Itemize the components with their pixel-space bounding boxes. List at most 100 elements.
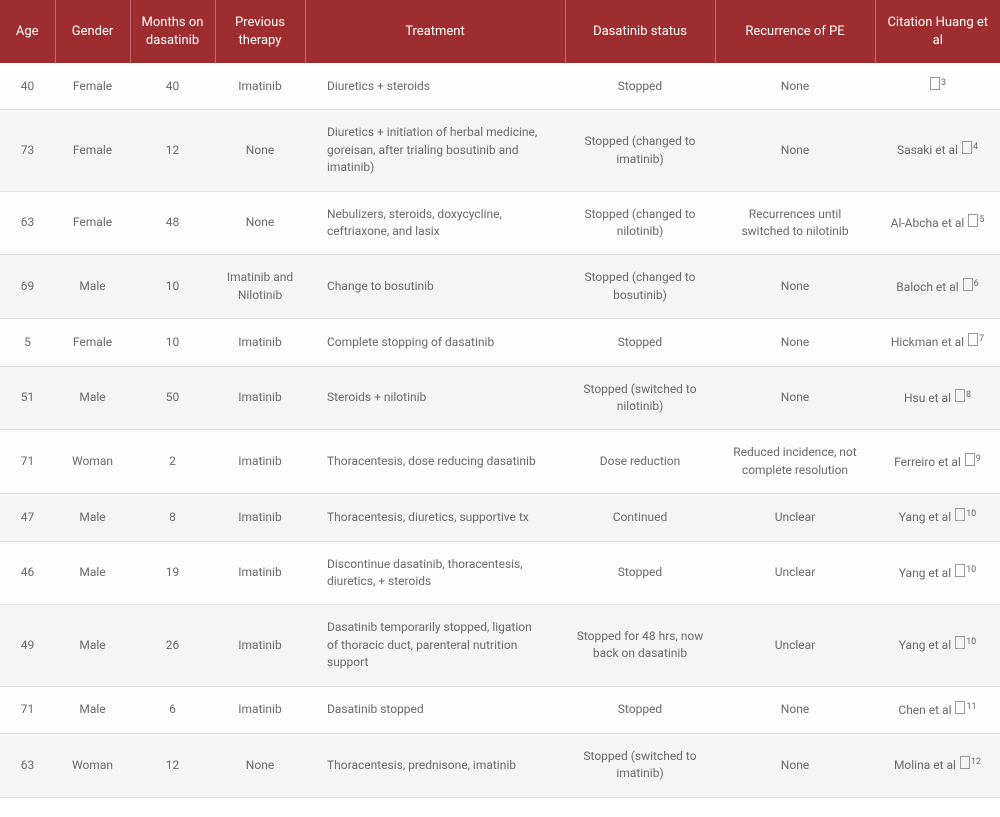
citation-ref-number: 7 bbox=[979, 334, 984, 344]
cell-months: 8 bbox=[130, 494, 215, 541]
cell-prev-therapy: Imatinib bbox=[215, 63, 305, 110]
citation-author: Baloch et al bbox=[896, 280, 961, 294]
cell-recurrence: None bbox=[715, 63, 875, 110]
cell-gender: Male bbox=[55, 366, 130, 430]
cell-months: 26 bbox=[130, 605, 215, 686]
cell-citation: Baloch et al 6 bbox=[875, 255, 1000, 319]
cell-status: Dose reduction bbox=[565, 430, 715, 494]
cell-status: Continued bbox=[565, 494, 715, 541]
col-header-recurrence: Recurrence of PE bbox=[715, 0, 875, 63]
cell-treatment: Complete stopping of dasatinib bbox=[305, 319, 565, 366]
citation-author: Ferreiro et al bbox=[894, 455, 964, 469]
cell-recurrence: None bbox=[715, 686, 875, 733]
cell-treatment: Nebulizers, steroids, doxycycline, ceftr… bbox=[305, 191, 565, 255]
cell-age: 71 bbox=[0, 430, 55, 494]
table-row: 47Male8ImatinibThoracentesis, diuretics,… bbox=[0, 494, 1000, 541]
cell-prev-therapy: Imatinib bbox=[215, 686, 305, 733]
cell-citation: Al-Abcha et al 5 bbox=[875, 191, 1000, 255]
citation-ref-number: 8 bbox=[966, 390, 971, 400]
cell-months: 2 bbox=[130, 430, 215, 494]
cell-citation: Hickman et al 7 bbox=[875, 319, 1000, 366]
cell-citation: Sasaki et al 4 bbox=[875, 110, 1000, 191]
col-header-citation: Citation Huang et al bbox=[875, 0, 1000, 63]
cell-treatment: Change to bosutinib bbox=[305, 255, 565, 319]
citation-ref-number: 10 bbox=[966, 509, 976, 519]
reference-icon bbox=[955, 564, 965, 577]
reference-icon bbox=[955, 636, 965, 649]
cell-treatment: Discontinue dasatinib, thoracentesis, di… bbox=[305, 541, 565, 605]
citation-author: Hsu et al bbox=[904, 391, 954, 405]
reference-icon bbox=[955, 389, 965, 402]
cell-age: 73 bbox=[0, 110, 55, 191]
cell-gender: Male bbox=[55, 255, 130, 319]
cell-gender: Male bbox=[55, 541, 130, 605]
cell-recurrence: None bbox=[715, 110, 875, 191]
cell-months: 50 bbox=[130, 366, 215, 430]
cell-months: 6 bbox=[130, 686, 215, 733]
cell-status: Stopped bbox=[565, 63, 715, 110]
reference-icon bbox=[965, 453, 975, 466]
cell-prev-therapy: Imatinib bbox=[215, 366, 305, 430]
reference-icon bbox=[960, 756, 970, 769]
citation-ref-number: 9 bbox=[976, 454, 981, 464]
cell-recurrence: Unclear bbox=[715, 541, 875, 605]
clinical-cases-table: Age Gender Months on dasatinib Previous … bbox=[0, 0, 1000, 798]
cell-prev-therapy: Imatinib bbox=[215, 430, 305, 494]
cell-months: 12 bbox=[130, 733, 215, 797]
cell-prev-therapy: None bbox=[215, 733, 305, 797]
cell-age: 71 bbox=[0, 686, 55, 733]
reference-icon bbox=[968, 214, 978, 227]
cell-recurrence: Recurrences until switched to nilotinib bbox=[715, 191, 875, 255]
table-row: 69Male10Imatinib and NilotinibChange to … bbox=[0, 255, 1000, 319]
cell-gender: Female bbox=[55, 110, 130, 191]
cell-age: 63 bbox=[0, 733, 55, 797]
data-table: Age Gender Months on dasatinib Previous … bbox=[0, 0, 1000, 798]
cell-age: 40 bbox=[0, 63, 55, 110]
cell-status: Stopped for 48 hrs, now back on dasatini… bbox=[565, 605, 715, 686]
cell-age: 5 bbox=[0, 319, 55, 366]
citation-ref-number: 6 bbox=[974, 279, 979, 289]
cell-months: 19 bbox=[130, 541, 215, 605]
col-header-gender: Gender bbox=[55, 0, 130, 63]
cell-recurrence: None bbox=[715, 366, 875, 430]
citation-ref-number: 10 bbox=[966, 637, 976, 647]
cell-treatment: Dasatinib temporarily stopped, ligation … bbox=[305, 605, 565, 686]
cell-age: 49 bbox=[0, 605, 55, 686]
citation-author: Chen et al bbox=[898, 703, 954, 717]
cell-recurrence: Unclear bbox=[715, 605, 875, 686]
cell-recurrence: Unclear bbox=[715, 494, 875, 541]
cell-prev-therapy: Imatinib bbox=[215, 605, 305, 686]
cell-status: Stopped (changed to imatinib) bbox=[565, 110, 715, 191]
cell-status: Stopped (switched to imatinib) bbox=[565, 733, 715, 797]
cell-age: 51 bbox=[0, 366, 55, 430]
cell-recurrence: None bbox=[715, 319, 875, 366]
cell-prev-therapy: None bbox=[215, 191, 305, 255]
table-row: 71Male6ImatinibDasatinib stoppedStoppedN… bbox=[0, 686, 1000, 733]
cell-treatment: Steroids + nilotinib bbox=[305, 366, 565, 430]
cell-gender: Female bbox=[55, 191, 130, 255]
cell-gender: Female bbox=[55, 63, 130, 110]
table-body: 40Female40ImatinibDiuretics + steroidsSt… bbox=[0, 63, 1000, 797]
cell-recurrence: None bbox=[715, 255, 875, 319]
cell-age: 46 bbox=[0, 541, 55, 605]
col-header-status: Dasatinib status bbox=[565, 0, 715, 63]
citation-author: Sasaki et al bbox=[897, 143, 961, 157]
cell-gender: Male bbox=[55, 494, 130, 541]
cell-gender: Female bbox=[55, 319, 130, 366]
col-header-prev-therapy: Previous therapy bbox=[215, 0, 305, 63]
cell-treatment: Thoracentesis, dose reducing dasatinib bbox=[305, 430, 565, 494]
cell-age: 69 bbox=[0, 255, 55, 319]
cell-treatment: Dasatinib stopped bbox=[305, 686, 565, 733]
cell-gender: Male bbox=[55, 605, 130, 686]
reference-icon bbox=[962, 141, 972, 154]
table-header: Age Gender Months on dasatinib Previous … bbox=[0, 0, 1000, 63]
table-row: 49Male26ImatinibDasatinib temporarily st… bbox=[0, 605, 1000, 686]
cell-gender: Woman bbox=[55, 733, 130, 797]
cell-treatment: Diuretics + initiation of herbal medicin… bbox=[305, 110, 565, 191]
citation-ref-number: 3 bbox=[941, 78, 946, 88]
cell-months: 12 bbox=[130, 110, 215, 191]
citation-ref-number: 10 bbox=[966, 565, 976, 575]
cell-status: Stopped bbox=[565, 686, 715, 733]
cell-citation: Yang et al 10 bbox=[875, 541, 1000, 605]
cell-citation: Chen et al 11 bbox=[875, 686, 1000, 733]
